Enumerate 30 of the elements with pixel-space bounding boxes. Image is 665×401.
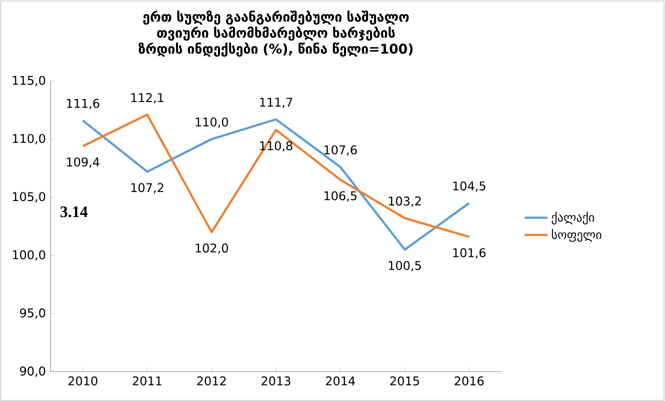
- data-label: 112,1: [131, 93, 164, 104]
- y-tick-label: 110,0: [12, 134, 46, 144]
- y-tick-label: 105,0: [12, 192, 46, 202]
- data-label: 109,4: [67, 157, 100, 168]
- chart-title: ერთ სულზე გაანგარიშებული საშუალო თვიური სამომხმარებლო ხარჯების ზრდის ინდექსები (%), წინა წელი=100): [138, 10, 413, 57]
- data-label: 111,6: [67, 98, 100, 110]
- x-tick-label: 2011: [132, 376, 162, 386]
- data-label: 104,5: [453, 181, 486, 192]
- x-tick-label: 2013: [262, 376, 290, 386]
- data-label: 110,0: [196, 117, 228, 128]
- y-tick-label: 90,0: [20, 366, 46, 377]
- x-tick-label: 2015: [390, 376, 419, 386]
- x-tick-label: 2016: [454, 376, 484, 386]
- annotation: 3.14: [60, 206, 88, 218]
- y-tick-label: 100,0: [12, 250, 46, 261]
- legend-label: ქალაქი: [552, 212, 594, 224]
- legend-label: სოფელი: [552, 228, 602, 242]
- data-label: 111,7: [260, 98, 292, 108]
- data-label: 106,5: [324, 191, 356, 202]
- x-tick-label: 2012: [197, 376, 226, 386]
- x-tick-label: 2014: [326, 376, 355, 386]
- y-tick-label: 115,0: [12, 76, 46, 86]
- data-label: 107,6: [324, 145, 357, 156]
- x-tick-label: 2010: [68, 376, 98, 386]
- y-tick-label: 95,0: [20, 308, 46, 319]
- data-label: 107,2: [131, 183, 164, 194]
- data-label: 101,6: [453, 248, 486, 258]
- data-label: 103,2: [388, 196, 421, 207]
- data-label: 100,5: [388, 260, 421, 272]
- data-label: 102,0: [196, 244, 228, 254]
